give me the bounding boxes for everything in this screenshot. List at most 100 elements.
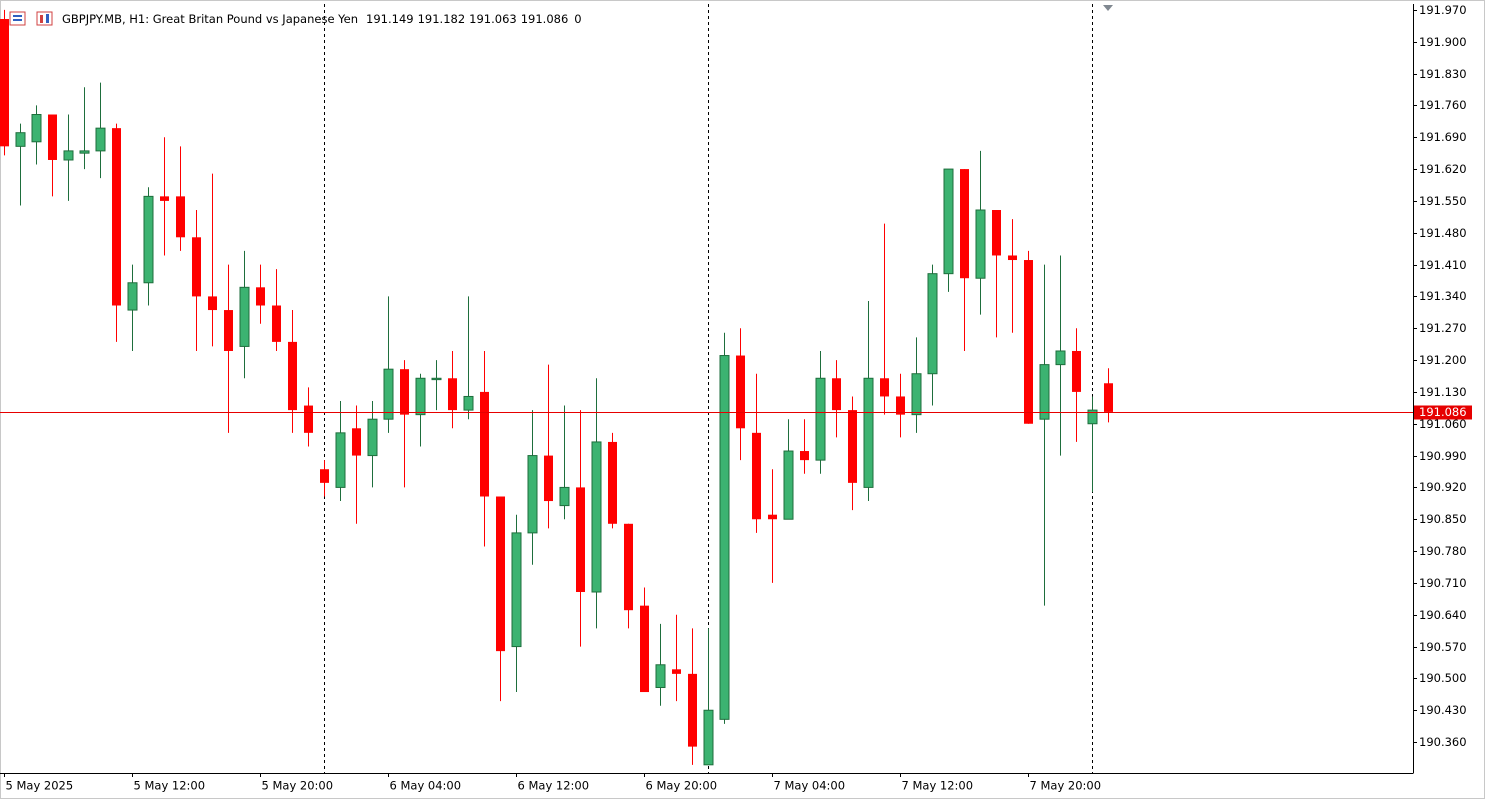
candle-body <box>815 377 826 461</box>
candle-body <box>688 673 697 747</box>
x-tick-label: 6 May 12:00 <box>518 779 590 793</box>
candle-body <box>1104 383 1113 412</box>
icon <box>46 14 49 23</box>
y-tick-label: 191.410 <box>1419 258 1467 272</box>
candle-body <box>1072 350 1081 392</box>
y-tick-label: 190.500 <box>1419 671 1467 685</box>
y-tick-label: 190.640 <box>1419 608 1467 622</box>
candle-body <box>559 486 570 507</box>
candle-body <box>480 391 489 497</box>
x-tick-label: 7 May 20:00 <box>1030 779 1102 793</box>
candle-body <box>943 168 954 275</box>
icon <box>40 15 43 23</box>
candle-body <box>848 410 857 483</box>
candle-body <box>1055 350 1066 366</box>
candle-body <box>15 132 26 147</box>
y-tick-label: 191.620 <box>1419 162 1467 176</box>
icon <box>13 19 22 21</box>
y-tick-label: 191.830 <box>1419 67 1467 81</box>
icon <box>36 11 53 26</box>
x-tick-label: 6 May 04:00 <box>390 779 462 793</box>
candle-body <box>863 377 874 488</box>
ohlc-open: 191.149 <box>366 12 414 26</box>
candle-body <box>591 441 602 593</box>
candle-body <box>112 128 121 306</box>
x-tick-label: 6 May 20:00 <box>646 779 718 793</box>
y-tick-label: 191.130 <box>1419 385 1467 399</box>
candle-body <box>95 127 106 152</box>
candle-body <box>415 377 426 416</box>
candle-body <box>79 150 90 154</box>
candle-body <box>527 455 538 534</box>
candle-body <box>448 378 457 411</box>
candle-body <box>367 418 378 457</box>
candle-body <box>992 210 1001 256</box>
y-tick-label: 190.360 <box>1419 735 1467 749</box>
candle-body <box>431 377 442 381</box>
candle-body <box>272 305 281 342</box>
candle-body <box>960 169 969 279</box>
symbol-icons <box>9 11 53 26</box>
candle-body <box>496 496 505 652</box>
candle-body <box>783 450 794 520</box>
y-tick-label: 191.900 <box>1419 35 1467 49</box>
candle-body <box>1024 260 1033 424</box>
candle-body <box>239 286 250 347</box>
y-tick-label: 191.060 <box>1419 417 1467 431</box>
candle-body <box>911 373 922 416</box>
candle-body <box>608 441 617 524</box>
candle-body <box>31 114 42 143</box>
chart-title: GBPJPY.MB, H1: Great Britan Pound vs Jap… <box>62 12 582 26</box>
x-tick-label: 7 May 12:00 <box>902 779 974 793</box>
candle-body <box>832 378 841 411</box>
symbol-name: GBPJPY.MB, H1: Great Britan Pound vs Jap… <box>62 12 358 26</box>
icon <box>9 11 26 26</box>
x-tick-label: 5 May 20:00 <box>262 779 334 793</box>
x-tick-label: 7 May 04:00 <box>774 779 846 793</box>
icon <box>13 15 22 17</box>
y-tick-label: 191.550 <box>1419 194 1467 208</box>
candle-body <box>975 209 986 279</box>
chart-shift-marker <box>1103 5 1113 11</box>
y-tick-label: 190.570 <box>1419 640 1467 654</box>
candle-body <box>511 532 522 648</box>
ohlc-volume: 0 <box>574 12 581 26</box>
candle-body <box>1008 255 1017 261</box>
candle-body <box>335 432 346 488</box>
candle-body <box>383 368 394 420</box>
candle-body <box>63 150 74 161</box>
y-tick-label: 191.270 <box>1419 321 1467 335</box>
candle-body <box>752 432 761 520</box>
x-tick-label: 5 May 12:00 <box>134 779 206 793</box>
candle-body <box>208 296 217 311</box>
candle-body <box>624 523 633 611</box>
y-tick-label: 190.780 <box>1419 544 1467 558</box>
candle-body <box>544 455 553 502</box>
y-tick-label: 190.430 <box>1419 703 1467 717</box>
candle-body <box>288 341 297 411</box>
candle-body <box>927 273 938 375</box>
ohlc-low: 191.063 <box>469 12 517 26</box>
candle-body <box>655 664 666 689</box>
candle-body <box>736 355 745 429</box>
ohlc-high: 191.182 <box>418 12 466 26</box>
y-tick-label: 190.850 <box>1419 512 1467 526</box>
y-tick-label: 191.340 <box>1419 289 1467 303</box>
candle-body <box>0 19 9 147</box>
candle-body <box>640 605 649 693</box>
candle-body <box>304 405 313 433</box>
candle-body <box>672 669 681 674</box>
current-price-label: 191.086 <box>1419 405 1467 419</box>
candle-body <box>224 310 233 351</box>
candle-body <box>768 514 777 520</box>
candle-body <box>176 196 185 238</box>
y-tick-label: 190.920 <box>1419 480 1467 494</box>
candle-body <box>320 469 329 483</box>
candle-body <box>896 396 905 415</box>
candle-body <box>160 196 169 201</box>
y-tick-label: 191.480 <box>1419 226 1467 240</box>
candle-body <box>256 287 265 306</box>
candle-body <box>48 114 57 160</box>
candle-body <box>1039 364 1050 420</box>
y-tick-label: 191.970 <box>1419 3 1467 17</box>
